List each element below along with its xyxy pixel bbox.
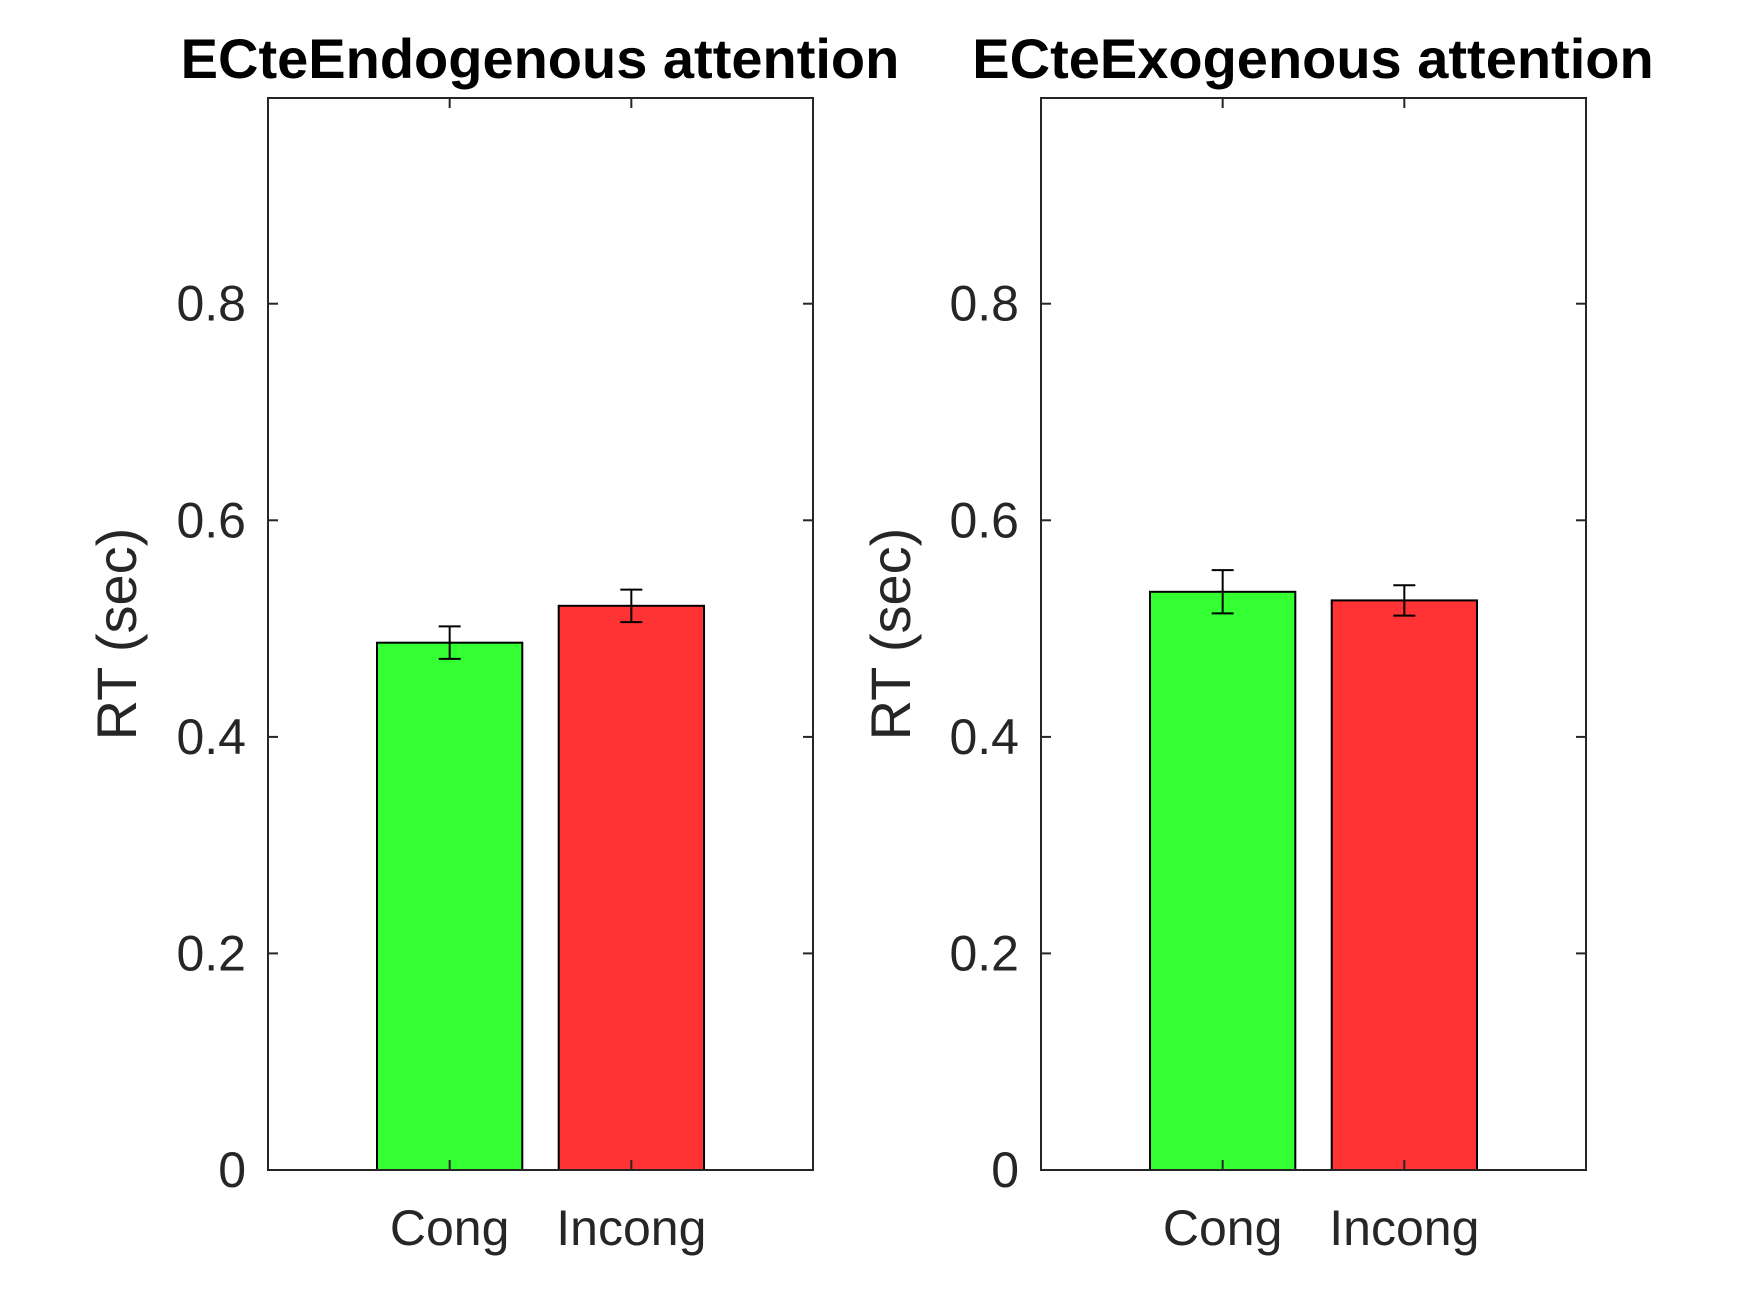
y-tick-label: 0.4 (949, 709, 1019, 765)
error-bar-incong (1393, 584, 1416, 617)
plot-area: 0 0.2 0.4 0.6 0.8 Cong Incong (949, 97, 1587, 1256)
plot-area: 0 0.2 0.4 0.6 0.8 Cong Incong (176, 97, 814, 1256)
y-tick-label: 0.8 (176, 276, 246, 332)
y-axis-label: RT (sec) (85, 528, 148, 741)
x-tick-label-cong: Cong (390, 1200, 510, 1256)
error-bar-cong (1211, 569, 1234, 615)
y-tick-label: 0.4 (176, 709, 246, 765)
bar-incong (557, 604, 706, 1171)
bar-cong (376, 641, 524, 1171)
y-tick-label: 0.2 (949, 925, 1019, 981)
axes-box (1040, 97, 1587, 1171)
bar-incong (1330, 599, 1478, 1171)
error-bar-incong (620, 588, 643, 624)
y-tick-label: 0.8 (949, 276, 1019, 332)
y-tick-label: 0 (218, 1142, 246, 1198)
chart-panel-endogenous: ECteEndogenous attention RT (sec) 0 0.2 0.… (85, 27, 899, 1256)
y-tick-label: 0 (991, 1142, 1019, 1198)
chart-title: ECteExogenous attention (972, 27, 1653, 90)
y-tick-label: 0.6 (949, 492, 1019, 548)
chart-title: ECteEndogenous attention (181, 27, 900, 90)
bar-cong (1149, 590, 1297, 1171)
y-tick-label: 0.6 (176, 492, 246, 548)
x-tick-label-incong: Incong (1329, 1200, 1479, 1256)
x-tick-label-incong: Incong (556, 1200, 706, 1256)
axes-box (267, 97, 814, 1171)
x-tick-label-cong: Cong (1163, 1200, 1283, 1256)
y-tick-label: 0.2 (176, 925, 246, 981)
chart-panel-exogenous: ECteExogenous attention RT (sec) 0 0.2 0.4… (859, 27, 1654, 1256)
error-bar-cong (438, 625, 461, 660)
y-axis-label: RT (sec) (859, 528, 922, 741)
